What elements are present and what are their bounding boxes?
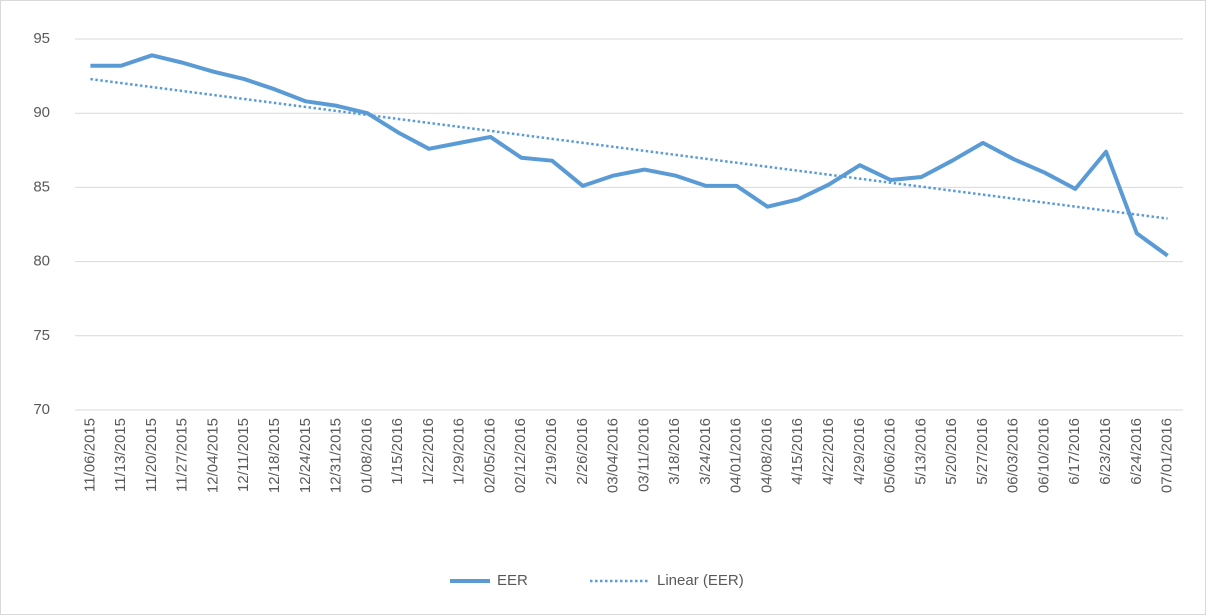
trend-line: [90, 77, 1168, 220]
x-tick-label: 12/18/2015: [266, 418, 283, 493]
y-tick-label: 95: [33, 30, 50, 47]
x-tick-label: 12/11/2015: [235, 418, 252, 492]
y-tick-label: 75: [33, 327, 50, 344]
x-tick-label: 6/23/2016: [1097, 418, 1114, 485]
x-tick-label: 4/29/2016: [851, 418, 868, 485]
y-tick-label: 85: [33, 178, 50, 195]
x-tick-label: 03/11/2016: [635, 418, 652, 492]
y-tick-label: 90: [33, 104, 50, 121]
x-tick-label: 01/08/2016: [358, 418, 375, 493]
x-tick-label: 07/01/2016: [1159, 418, 1176, 493]
legend-label: EER: [497, 572, 528, 589]
x-tick-label: 3/18/2016: [666, 418, 683, 485]
x-tick-label: 11/20/2015: [143, 418, 160, 492]
x-tick-label: 12/24/2015: [297, 418, 314, 493]
x-tick-label: 3/24/2016: [697, 418, 714, 485]
x-tick-label: 11/13/2015: [112, 418, 129, 492]
x-tick-label: 4/15/2016: [789, 418, 806, 485]
x-tick-label: 1/29/2016: [451, 418, 468, 485]
x-tick-label: 12/04/2015: [204, 418, 221, 493]
x-tick-label: 04/01/2016: [728, 418, 745, 493]
x-tick-label: 1/15/2016: [389, 418, 406, 485]
x-tick-label: 6/24/2016: [1128, 418, 1145, 485]
x-tick-label: 6/17/2016: [1066, 418, 1083, 485]
x-tick-label: 11/06/2015: [81, 418, 98, 492]
x-tick-label: 04/08/2016: [758, 418, 775, 493]
data-line: [90, 53, 1169, 258]
x-tick-label: 5/13/2016: [912, 418, 929, 485]
x-tick-label: 4/22/2016: [820, 418, 837, 485]
x-tick-label: 02/05/2016: [481, 418, 498, 493]
legend-label: Linear (EER): [657, 572, 744, 589]
x-tick-label: 02/12/2016: [512, 418, 529, 493]
x-tick-label: 03/04/2016: [605, 418, 622, 493]
x-tick-label: 2/19/2016: [543, 418, 560, 485]
y-tick-label: 80: [33, 253, 50, 270]
x-tick-label: 2/26/2016: [574, 418, 591, 485]
y-tick-label: 70: [33, 401, 50, 418]
x-tick-label: 1/22/2016: [420, 418, 437, 485]
x-tick-label: 05/06/2016: [882, 418, 899, 493]
x-tick-label: 12/31/2015: [328, 418, 345, 493]
x-tick-label: 5/27/2016: [974, 418, 991, 485]
x-tick-label: 11/27/2015: [174, 418, 191, 492]
x-tick-label: 5/20/2016: [943, 418, 960, 485]
x-tick-label: 06/03/2016: [1005, 418, 1022, 493]
x-tick-label: 06/10/2016: [1035, 418, 1052, 493]
